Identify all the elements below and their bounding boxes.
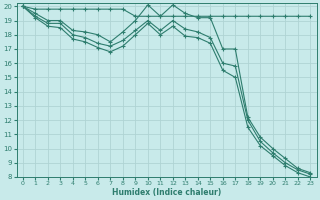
X-axis label: Humidex (Indice chaleur): Humidex (Indice chaleur)	[112, 188, 221, 197]
